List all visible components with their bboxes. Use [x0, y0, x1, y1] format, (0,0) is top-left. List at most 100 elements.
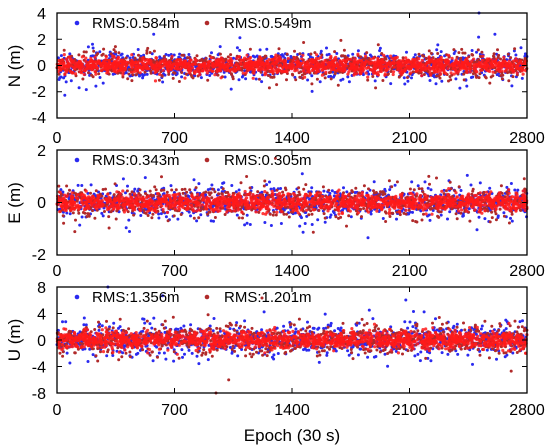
- panel-n-point-overlay: [218, 69, 222, 73]
- panel-e-point-b: [499, 184, 503, 188]
- panel-n-point-overlay: [300, 57, 304, 61]
- panel-n-point-a: [59, 75, 63, 79]
- panel-n-point-overlay: [438, 69, 442, 73]
- panel-n-point-overlay: [309, 58, 313, 62]
- panel-n-point-overlay: [485, 57, 489, 61]
- panel-e-point-b: [100, 194, 104, 198]
- panel-n-point-overlay: [352, 59, 356, 63]
- panel-e-point-b: [245, 175, 249, 178]
- panel-n-point-overlay: [474, 62, 479, 66]
- panel-n-point-b: [326, 58, 330, 62]
- panel-e-point-a: [475, 228, 479, 232]
- panel-e-point-a: [216, 188, 220, 192]
- panel-n-point-overlay: [198, 63, 202, 67]
- panel-e-point-b: [107, 215, 111, 219]
- panel-n-point-overlay: [475, 70, 479, 74]
- panel-e-point-b: [125, 189, 129, 193]
- panel-e-point-b: [297, 186, 301, 190]
- panel-e-point-a: [410, 180, 414, 184]
- panel-n-point-a: [261, 73, 265, 77]
- panel-n-point-overlay: [141, 56, 145, 60]
- panel-n-point-a: [471, 75, 475, 79]
- panel-e-point-a: [411, 210, 414, 214]
- panel-n-point-overlay: [262, 65, 266, 69]
- panel-e-point-b: [73, 230, 77, 234]
- panel-n-point-overlay: [89, 63, 93, 67]
- panel-n-legend-marker-a: [74, 20, 80, 26]
- panel-n-point-overlay: [358, 67, 362, 71]
- panel-e-point-a: [310, 186, 314, 190]
- panel-n-point-b: [477, 58, 481, 61]
- panel-n-point-b: [113, 45, 117, 49]
- panel-n-point-overlay: [161, 64, 165, 68]
- panel-n-point-b: [424, 57, 428, 61]
- panel-n-point-overlay: [124, 63, 128, 68]
- panel-e-point-a: [210, 183, 214, 187]
- panel-n-point-a: [520, 76, 524, 80]
- panel-n-point-a: [346, 75, 350, 79]
- panel-n-point-b: [112, 48, 116, 52]
- panel-e-point-b: [439, 210, 443, 214]
- panel-n-point-overlay: [266, 65, 270, 69]
- panel-e-point-b: [377, 193, 381, 197]
- panel-n-point-a: [84, 88, 88, 92]
- panel-n-point-a: [114, 52, 118, 56]
- panel-n-point-overlay: [505, 67, 509, 71]
- panel-n-point-overlay: [286, 56, 290, 61]
- panel-n-point-overlay: [82, 72, 86, 77]
- panel-n-point-overlay: [381, 65, 385, 69]
- panel-e-point-b: [488, 220, 492, 224]
- panel-n-point-overlay: [153, 79, 158, 83]
- panel-n-point-overlay: [210, 64, 214, 68]
- panel-e-point-b: [152, 194, 155, 197]
- panel-e-point-b: [347, 214, 351, 218]
- panel-n-point-b: [507, 79, 511, 83]
- panel-n-point-overlay: [427, 55, 431, 59]
- panel-n-point-overlay: [292, 56, 297, 60]
- panel-n-point-a: [523, 52, 527, 56]
- panel-n-point-overlay: [502, 55, 506, 59]
- panel-n-point-overlay: [465, 59, 469, 64]
- panel-n-point-a: [64, 80, 68, 84]
- panel-e-point-b: [74, 218, 77, 222]
- panel-n-point-a: [86, 45, 90, 49]
- panel-n-point-overlay: [83, 68, 87, 72]
- panel-n-point-overlay: [380, 59, 384, 63]
- panel-n-point-overlay: [131, 63, 135, 67]
- panel-n-point-overlay: [417, 57, 421, 61]
- panel-e-point-a: [279, 187, 283, 190]
- panel-e-point-a: [230, 184, 234, 187]
- panel-n-point-b: [386, 72, 390, 76]
- panel-n-point-overlay: [320, 73, 324, 77]
- panel-n-point-a: [428, 79, 432, 82]
- panel-n-point-overlay: [257, 68, 261, 72]
- panel-e-point-a: [143, 176, 147, 180]
- panel-n-point-b: [422, 54, 426, 58]
- panel-e-point-a: [157, 216, 161, 220]
- panel-e-point-b: [146, 214, 150, 217]
- panel-n-ytick-label: -2: [32, 84, 46, 101]
- panel-n-point-overlay: [178, 58, 182, 62]
- panel-e-point-a: [237, 188, 241, 192]
- panel-n-point-overlay: [104, 58, 108, 62]
- panel-n-point-overlay: [244, 71, 248, 75]
- panel-n-point-a: [254, 77, 258, 81]
- panel-n-point-overlay: [294, 60, 298, 64]
- panel-n-point-a: [402, 76, 406, 80]
- panel-n-point-b: [134, 73, 138, 77]
- panel-n-point-overlay: [222, 63, 226, 67]
- panel-e-point-b: [304, 183, 308, 187]
- panel-n-point-overlay: [416, 68, 420, 72]
- panel-n-point-overlay: [62, 61, 66, 65]
- panel-e-point-a: [342, 186, 345, 190]
- panel-e-point-a: [78, 223, 82, 227]
- panel-e-point-a: [139, 214, 143, 217]
- panel-e-point-b: [362, 184, 366, 188]
- panel-n-point-b: [513, 47, 517, 51]
- panel-e-point-b: [172, 214, 176, 218]
- panel-e-point-b: [427, 174, 431, 178]
- panel-n-point-overlay: [88, 60, 92, 64]
- panel-n-point-b: [460, 47, 464, 51]
- panel-n-point-overlay: [449, 71, 453, 75]
- panel-e-point-b: [323, 216, 327, 220]
